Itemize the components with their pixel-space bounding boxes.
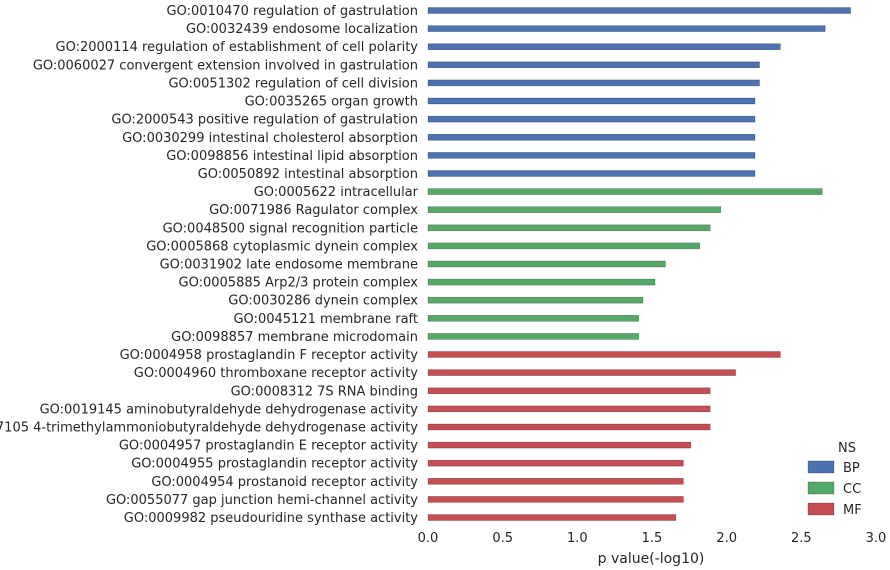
bar-8 bbox=[427, 134, 756, 141]
category-label: GO:0048500 signal recognition particle bbox=[163, 221, 418, 236]
category-label: GO:0004960 thromboxane receptor activity bbox=[134, 366, 419, 381]
legend-label-cc: CC bbox=[843, 482, 861, 497]
bar-27 bbox=[427, 477, 684, 485]
bar-1 bbox=[427, 7, 851, 14]
category-label: GO:0004958 prostaglandin F receptor acti… bbox=[120, 348, 419, 363]
bar-29 bbox=[427, 514, 677, 521]
bar-14 bbox=[427, 242, 701, 250]
x-tick-label: 0.5 bbox=[492, 531, 513, 546]
category-label: GO:0005868 cytoplasmic dynein complex bbox=[146, 239, 418, 254]
bar-26 bbox=[427, 459, 684, 467]
legend-label-mf: MF bbox=[843, 503, 862, 518]
bar-23 bbox=[427, 405, 711, 413]
category-label: GO:0030299 intestinal cholesterol absorp… bbox=[122, 131, 418, 146]
category-label: GO:0060027 convergent extension involved… bbox=[33, 58, 418, 73]
bar-17 bbox=[427, 296, 644, 304]
category-label: GO:0055077 gap junction hemi-channel act… bbox=[106, 493, 418, 508]
bar-10 bbox=[427, 170, 756, 177]
category-label: GO:0005885 Arp2/3 protein complex bbox=[179, 276, 419, 291]
legend-title: NS bbox=[838, 441, 856, 456]
bar-2 bbox=[427, 25, 826, 32]
legend-label-bp: BP bbox=[843, 461, 860, 476]
x-tick-label: 1.5 bbox=[642, 531, 663, 546]
bar-18 bbox=[427, 314, 639, 322]
bar-6 bbox=[427, 97, 756, 105]
category-label: GO:0031902 late endosome membrane bbox=[160, 258, 418, 273]
category-label: GO:0098856 intestinal lipid absorption bbox=[166, 149, 418, 164]
bar-20 bbox=[427, 351, 781, 358]
category-label: GO:0004954 prostanoid receptor activity bbox=[151, 475, 418, 490]
x-axis-label: p value(-log10) bbox=[598, 551, 705, 567]
bar-22 bbox=[427, 387, 711, 395]
bar-4 bbox=[427, 61, 760, 69]
category-label: GO:0019145 aminobutyraldehyde dehydrogen… bbox=[40, 402, 419, 417]
bar-9 bbox=[427, 152, 756, 159]
x-tick-label: 0.0 bbox=[418, 531, 439, 546]
x-tick-label: 2.5 bbox=[791, 531, 812, 546]
bar-11 bbox=[427, 188, 823, 195]
x-tick-label: 3.0 bbox=[866, 531, 887, 546]
bar-5 bbox=[427, 79, 760, 87]
legend-swatch-cc bbox=[807, 481, 835, 495]
category-label: GO:0050892 intestinal absorption bbox=[198, 167, 418, 182]
category-label: GO:0098857 membrane microdomain bbox=[171, 330, 418, 345]
category-label: GO:0004957 prostaglandin E receptor acti… bbox=[119, 439, 418, 454]
category-label: GO:0010470 regulation of gastrulation bbox=[167, 4, 418, 19]
bar-13 bbox=[427, 224, 711, 232]
category-label: GO:2000114 regulation of establishment o… bbox=[56, 40, 419, 55]
category-label: GO:0008312 7S RNA binding bbox=[231, 384, 418, 399]
category-label: GO:0045121 membrane raft bbox=[233, 312, 418, 327]
bar-19 bbox=[427, 333, 639, 340]
category-label: GO:0030286 dynein complex bbox=[228, 294, 418, 309]
category-label: GO:0005622 intracellular bbox=[254, 185, 419, 200]
category-label: GO:0035265 organ growth bbox=[245, 95, 418, 110]
category-label: GO:0047105 4-trimethylammoniobutyraldehy… bbox=[0, 421, 418, 436]
x-tick-label: 2.0 bbox=[716, 531, 737, 546]
bar-12 bbox=[427, 206, 722, 213]
bar-16 bbox=[427, 278, 656, 286]
bar-15 bbox=[427, 260, 666, 268]
category-label: GO:0004955 prostaglandin receptor activi… bbox=[131, 457, 418, 472]
x-tick-label: 1.0 bbox=[567, 531, 588, 546]
category-label: GO:0071986 Ragulator complex bbox=[209, 203, 418, 218]
category-label: GO:2000543 positive regulation of gastru… bbox=[111, 113, 418, 128]
category-label: GO:0032439 endosome localization bbox=[186, 22, 418, 37]
bar-7 bbox=[427, 115, 756, 123]
legend-swatch-mf bbox=[807, 502, 835, 516]
bar-28 bbox=[427, 496, 684, 503]
category-label: GO:0051302 regulation of cell division bbox=[168, 76, 418, 91]
legend-swatch-bp bbox=[807, 460, 835, 474]
bar-3 bbox=[427, 43, 781, 51]
bar-24 bbox=[427, 423, 711, 431]
bar-21 bbox=[427, 369, 736, 376]
category-label: GO:0009982 pseudouridine synthase activi… bbox=[124, 511, 419, 526]
bar-25 bbox=[427, 441, 692, 449]
